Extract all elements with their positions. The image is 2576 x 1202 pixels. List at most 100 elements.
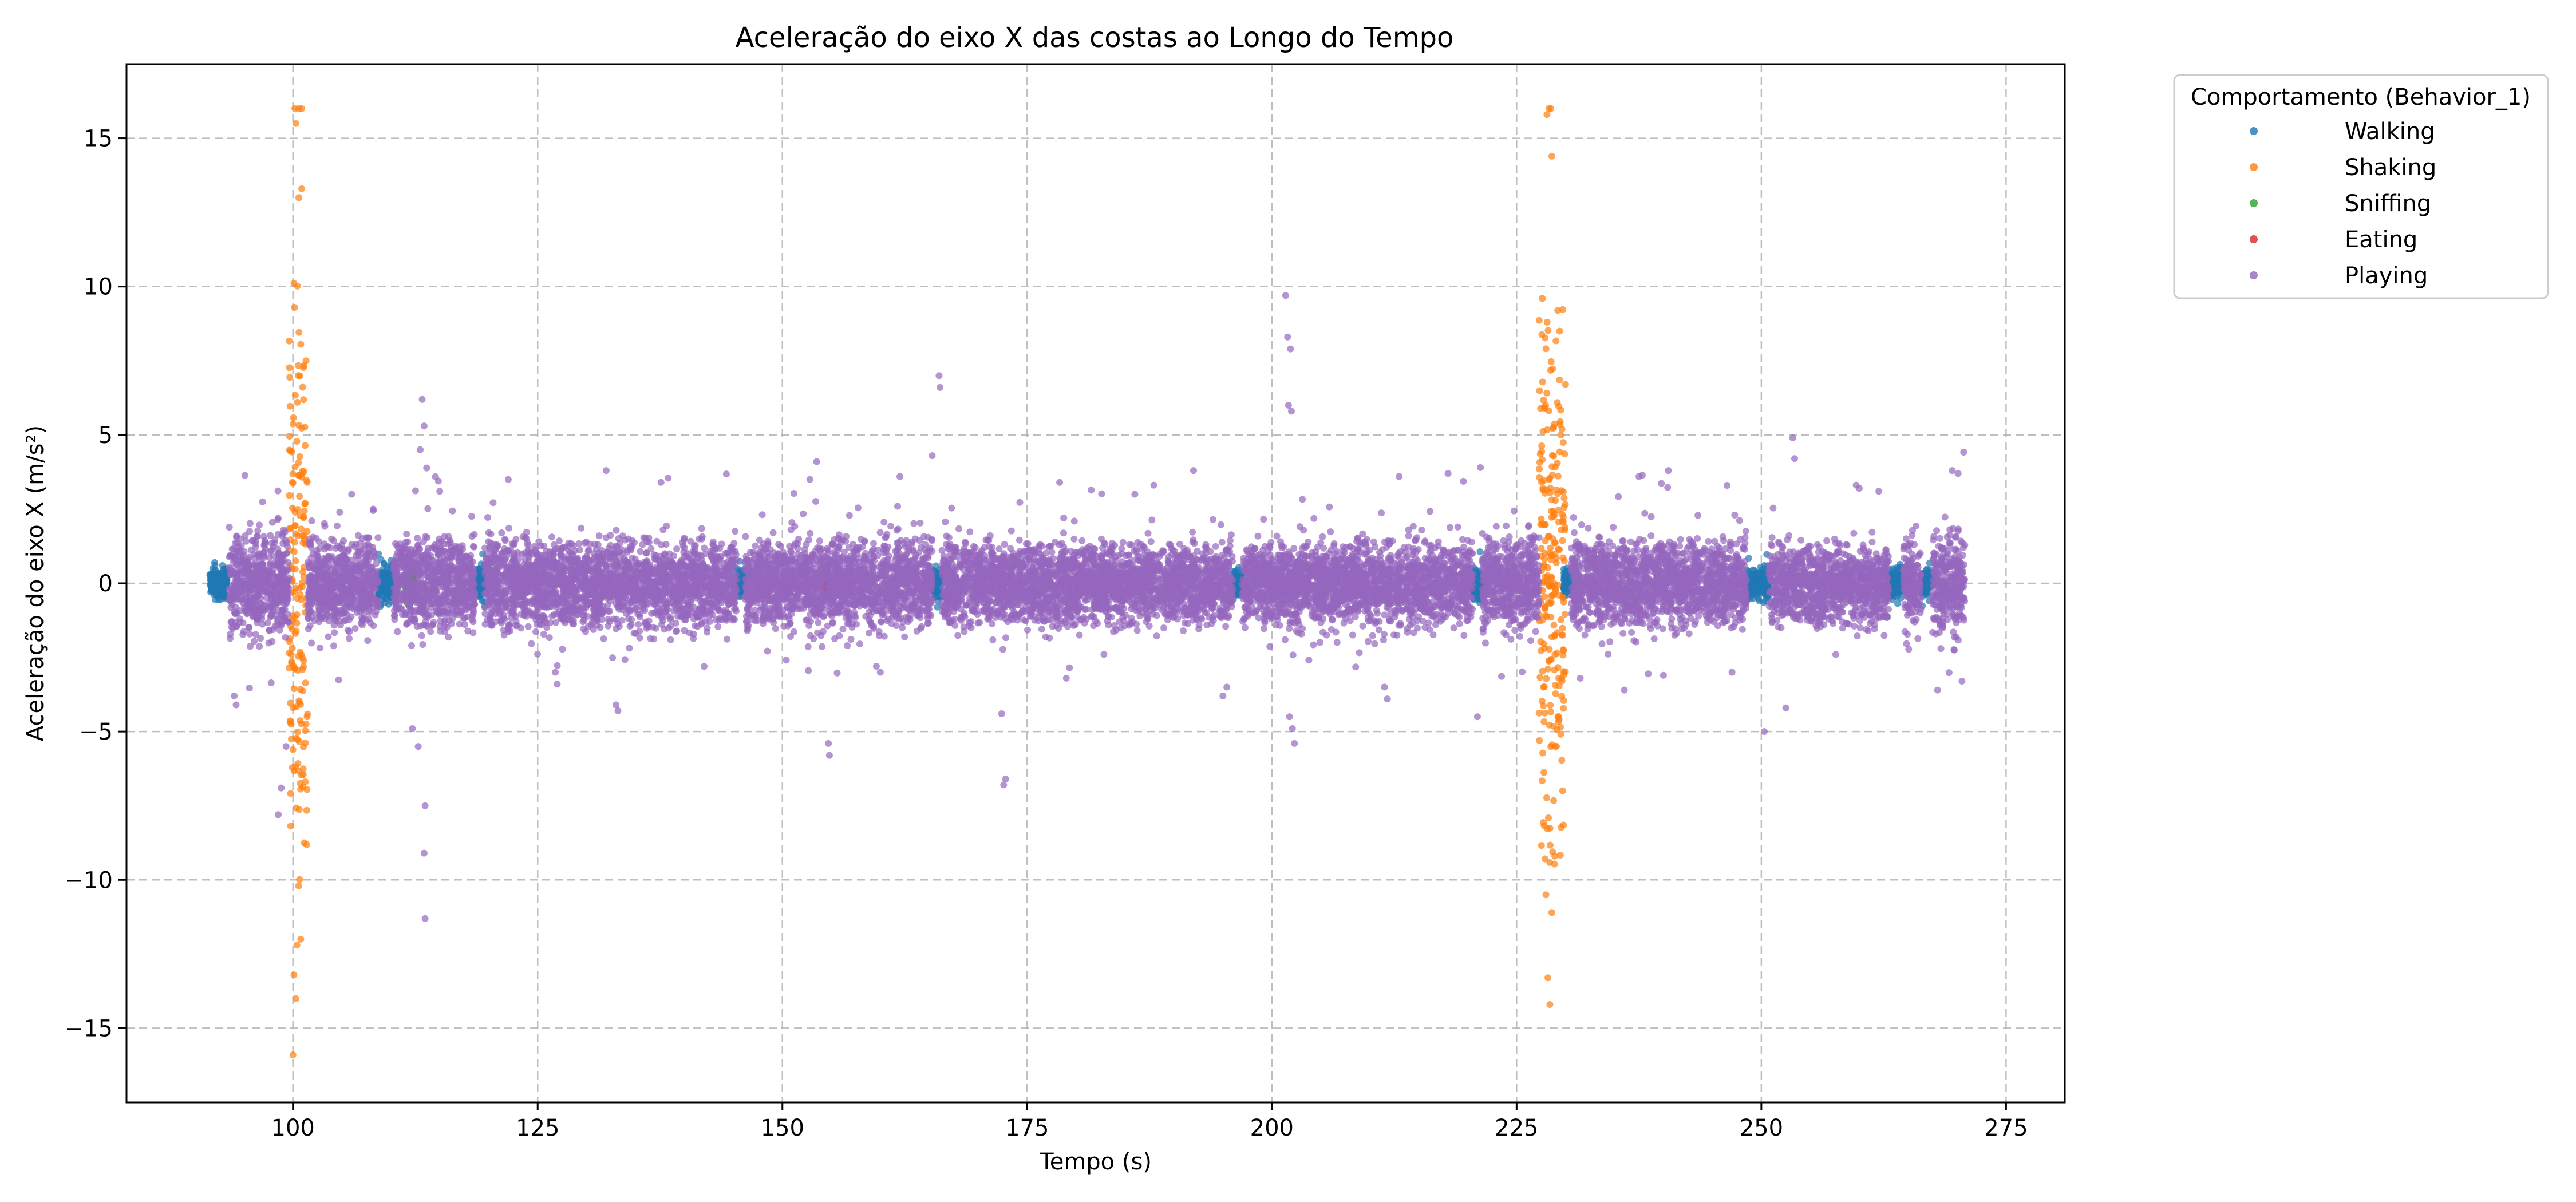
data-point — [1551, 852, 1558, 860]
data-point — [1549, 425, 1556, 432]
data-point — [286, 433, 293, 440]
data-point — [1543, 675, 1550, 682]
data-point — [419, 641, 426, 648]
data-point — [392, 568, 400, 576]
data-point — [346, 635, 353, 642]
data-point — [326, 586, 334, 594]
data-point — [427, 628, 434, 635]
data-point — [246, 597, 254, 604]
data-point — [435, 539, 442, 547]
data-point — [1558, 757, 1566, 764]
data-point — [1753, 571, 1760, 578]
data-point — [665, 475, 672, 482]
data-point — [246, 520, 254, 527]
data-point — [1539, 295, 1546, 302]
data-point — [326, 544, 334, 551]
data-point — [1556, 448, 1563, 456]
data-point — [1545, 599, 1552, 606]
data-points — [206, 105, 1969, 1059]
data-point — [252, 614, 260, 620]
data-point — [1535, 317, 1543, 324]
data-point — [448, 588, 456, 596]
data-point — [232, 610, 239, 617]
data-point — [439, 574, 447, 582]
data-point — [401, 571, 408, 578]
data-point — [293, 942, 301, 949]
data-point — [266, 553, 273, 561]
data-point — [366, 609, 373, 616]
data-point — [286, 364, 293, 371]
data-point — [501, 535, 508, 543]
data-point — [339, 579, 346, 586]
data-point — [1557, 432, 1564, 439]
data-point — [295, 362, 302, 369]
data-point — [423, 464, 430, 472]
data-point — [1554, 649, 1561, 657]
data-point — [252, 581, 260, 588]
data-point — [259, 560, 266, 568]
data-point — [275, 579, 283, 587]
data-point — [1542, 489, 1549, 497]
data-point — [1550, 513, 1557, 520]
data-point — [471, 531, 478, 538]
data-point — [305, 610, 313, 618]
data-point — [246, 528, 253, 535]
data-point — [428, 604, 435, 611]
data-point — [301, 424, 309, 431]
data-point — [667, 636, 674, 643]
data-point — [436, 595, 443, 602]
data-point — [413, 623, 421, 630]
data-point — [316, 645, 323, 651]
data-point — [276, 564, 283, 571]
data-point — [360, 579, 368, 587]
data-point — [425, 595, 432, 602]
data-point — [254, 533, 260, 540]
data-point — [1548, 152, 1555, 160]
data-point — [349, 571, 356, 579]
data-point — [335, 676, 342, 683]
data-point — [469, 629, 477, 636]
data-point — [353, 541, 360, 548]
data-point — [390, 607, 398, 615]
data-point — [403, 531, 410, 537]
data-point — [283, 543, 291, 550]
data-point — [260, 549, 267, 557]
data-point — [1543, 389, 1551, 397]
data-point — [1559, 787, 1566, 794]
data-point — [463, 583, 470, 590]
data-point — [600, 635, 607, 643]
data-point — [291, 304, 298, 311]
data-point — [689, 548, 697, 555]
data-point — [434, 551, 442, 559]
data-point — [355, 561, 363, 568]
data-point — [1548, 633, 1555, 640]
data-point — [327, 556, 335, 563]
data-point — [1544, 974, 1552, 982]
data-point — [256, 521, 263, 529]
data-point — [296, 453, 303, 460]
data-point — [302, 727, 309, 734]
data-point — [408, 642, 415, 649]
data-point — [335, 618, 343, 625]
data-point — [393, 543, 401, 550]
data-point — [401, 611, 409, 619]
data-point — [1548, 909, 1555, 916]
data-point — [319, 605, 326, 612]
data-point — [362, 616, 370, 624]
data-point — [1476, 548, 1484, 555]
data-point — [471, 543, 478, 551]
data-point — [287, 718, 294, 726]
data-point — [231, 580, 238, 587]
data-point — [1556, 376, 1563, 383]
data-point — [267, 679, 275, 686]
data-point — [292, 557, 299, 565]
data-point — [1547, 743, 1555, 750]
data-point — [245, 562, 252, 569]
data-point — [420, 622, 427, 629]
data-point — [292, 120, 299, 127]
data-point — [231, 586, 239, 594]
data-point — [1548, 552, 1556, 559]
data-point — [291, 566, 299, 573]
data-point — [1550, 452, 1558, 460]
data-point — [294, 398, 301, 406]
